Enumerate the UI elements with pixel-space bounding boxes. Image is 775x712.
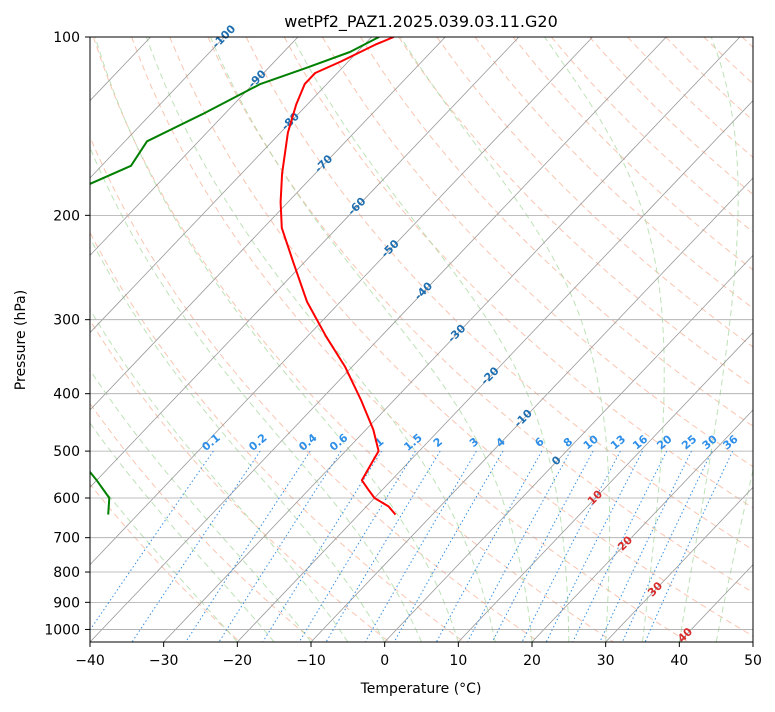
dewpoint-line	[0, 37, 379, 515]
mixing-ratio-label: 8	[561, 435, 575, 450]
isotherm-line	[606, 37, 775, 642]
mixing-ratio-line	[436, 451, 541, 642]
mixing-ratio-line	[326, 451, 440, 642]
mixing-ratio-label: 1.5	[401, 431, 424, 453]
dry-adiabat-line	[0, 37, 240, 642]
y-tick-label: 900	[53, 595, 80, 611]
dry-adiabat-line	[246, 37, 775, 642]
mixing-ratio-label: 20	[654, 432, 674, 452]
x-axis-label: Temperature (°C)	[360, 681, 482, 697]
dry-adiabat-line	[704, 37, 775, 642]
isotherm-line	[0, 37, 224, 642]
dry-adiabat-line	[666, 37, 775, 642]
y-tick-label: 600	[53, 491, 80, 507]
mixing-ratio-label: 10	[581, 432, 601, 452]
mixing-ratio-label: 25	[679, 433, 699, 453]
mixing-ratio-line	[622, 451, 712, 642]
dry-adiabat-line	[437, 37, 775, 642]
moist-adiabat-line	[18, 37, 385, 642]
moist-adiabat-line	[293, 37, 569, 642]
x-tick-label: −10	[296, 653, 326, 669]
y-tick-label: 800	[53, 565, 80, 581]
y-tick-label: 100	[53, 30, 80, 46]
moist-adiabat-line	[53, 37, 421, 642]
x-tick-label: −20	[223, 653, 253, 669]
dry-adiabat-line	[284, 37, 775, 642]
moist-adiabat-line	[716, 37, 775, 642]
moist-adiabat-line	[146, 37, 495, 642]
isotherm-line	[0, 37, 77, 642]
isotherm-line	[0, 37, 3, 642]
isotherm-line	[753, 37, 775, 642]
moist-adiabat-line	[545, 37, 665, 642]
mixing-ratio-line	[365, 451, 476, 642]
y-tick-label: 700	[53, 531, 80, 547]
x-tick-label: 20	[523, 653, 541, 669]
moist-adiabat-line	[95, 37, 458, 642]
mixing-ratio-line	[219, 451, 341, 642]
mixing-ratio-label: 30	[700, 432, 720, 452]
mixing-ratio-line	[645, 451, 733, 642]
y-tick-label: 300	[53, 313, 80, 329]
mixing-ratio-label: 0.6	[327, 431, 351, 454]
x-tick-label: −30	[149, 653, 179, 669]
dry-adiabat-line	[590, 37, 775, 642]
mixing-ratio-line	[492, 451, 593, 642]
mixing-ratio-line	[132, 451, 260, 642]
x-tick-label: 40	[670, 653, 688, 669]
y-axis-label: Pressure (hPa)	[13, 290, 29, 390]
isotherm-line	[0, 37, 372, 642]
dry-adiabat-line	[742, 37, 775, 642]
mixing-ratio-line	[468, 451, 571, 642]
y-tick-label: 1000	[44, 622, 80, 638]
y-tick-label: 400	[53, 387, 80, 403]
mixing-ratio-line	[186, 451, 310, 642]
mixing-ratio-label: 13	[608, 433, 628, 453]
mixing-ratio-label: 0.1	[199, 431, 222, 453]
x-tick-label: 30	[597, 653, 615, 669]
isotherm-line	[0, 37, 298, 642]
x-tick-label: 0	[380, 653, 389, 669]
isotherm-line	[0, 37, 519, 642]
x-tick-label: 10	[449, 653, 467, 669]
mixing-ratio-label: 0.4	[296, 431, 320, 454]
moist-adiabat-line	[0, 37, 274, 642]
x-tick-label: −40	[75, 653, 105, 669]
mixing-ratio-line	[82, 451, 214, 642]
y-tick-label: 200	[53, 208, 80, 224]
chart-title: wetPf2_PAZ1.2025.039.03.11.G20	[284, 12, 558, 32]
moist-adiabat-line	[0, 37, 237, 642]
mixing-ratio-label: 2	[431, 435, 445, 450]
x-tick-label: 50	[744, 653, 762, 669]
dry-adiabat-line	[93, 37, 613, 642]
mixing-ratio-label: 3	[467, 435, 481, 450]
y-tick-label: 500	[53, 444, 80, 460]
dry-adiabat-line	[322, 37, 775, 642]
mixing-ratio-label: 0.2	[246, 431, 269, 453]
mixing-ratio-label: 36	[720, 432, 740, 452]
isotherm-line	[311, 37, 775, 642]
isotherm-line	[16, 37, 592, 642]
